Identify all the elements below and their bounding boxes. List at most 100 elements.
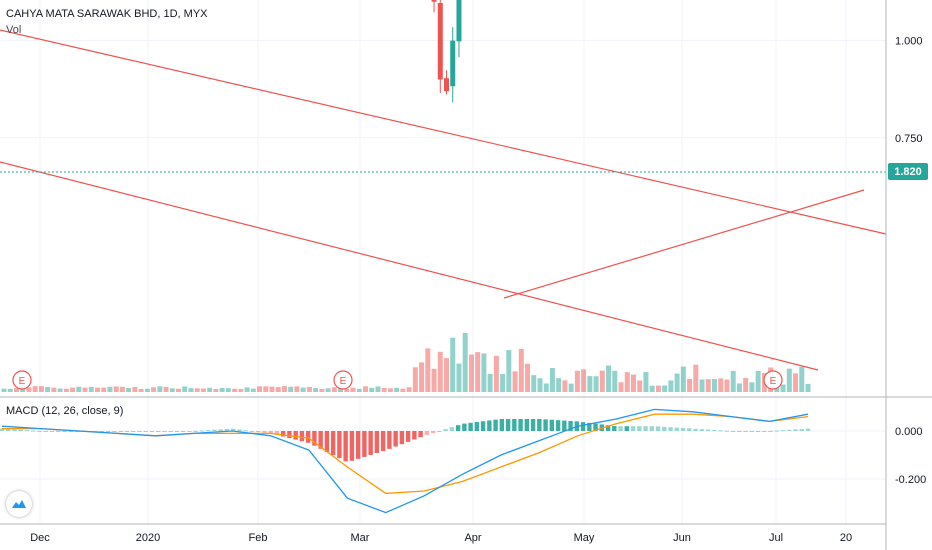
candle-body [444,78,450,92]
volume-bar [406,387,412,392]
macd-tick-label: 0.000 [895,426,923,438]
volume-bar [20,387,26,392]
macd-histogram-bar [455,425,461,431]
macd-histogram-bar [318,431,323,449]
macd-histogram-bar [293,431,298,440]
last-price-label: 1.820 [888,163,928,180]
earnings-marker-icon[interactable]: E [12,370,32,390]
volume-bar [687,378,693,392]
grid [0,0,886,524]
volume-bar [250,388,256,392]
volume-bar [568,383,574,392]
volume-bar [468,354,474,392]
macd-histogram-bar [449,427,455,431]
macd-tick-label: -0.200 [895,474,926,486]
macd-histogram-bar [730,431,736,432]
volume-bar [419,362,425,392]
signal-line [2,413,809,495]
earnings-marker-icon[interactable]: E [763,370,783,390]
macd-histogram-bar [418,431,423,438]
candle-body [431,0,437,2]
macd-histogram-bar [137,431,142,432]
macd-histogram-bar [343,431,348,462]
volume-bar [257,386,263,392]
macd-histogram-bar [718,430,723,432]
macd-histogram-bar [187,431,192,432]
macd-histogram-bar [355,431,361,459]
volume-bar [82,387,88,392]
volume-bar [693,364,699,392]
macd-histogram-bar [737,431,742,432]
earnings-marker-icon[interactable]: E [333,370,353,390]
macd-histogram-bar [349,431,355,461]
macd-histogram-bar [712,429,717,431]
macd-histogram-bar [324,431,330,452]
macd-histogram-bar [655,426,661,431]
macd-label: MACD (12, 26, close, 9) [6,405,124,417]
macd-histogram-bar [755,431,761,432]
volume-bar [431,368,437,392]
price-tick-label: 0.750 [895,133,923,145]
macd-histogram-bar [412,431,417,440]
volume-bar [525,363,531,392]
volume-bar [606,365,612,392]
macd-histogram-bar [480,421,486,431]
macd-histogram-bar [762,431,767,432]
volume-bar [94,387,100,392]
macd-histogram-bar [643,426,648,431]
svg-text:E: E [770,376,777,387]
macd-axis-labels: 0.000 -0.200 [895,426,926,486]
macd-histogram-bar [193,430,198,432]
volume-bar [119,386,125,392]
tradingview-logo-icon[interactable] [6,491,32,517]
macd-histogram-bar [649,426,654,431]
volume-bar [1,388,7,392]
volume-bar [630,374,636,392]
svg-text:E: E [340,376,347,387]
volume-label: Vol [6,24,22,36]
macd-histogram-bar [487,420,492,431]
volume-bar [674,373,680,392]
chart-title: CAHYA MATA SARAWAK BHD, 1D, MYX [6,8,208,20]
volume-bar [512,371,518,392]
macd-histogram-bar [443,429,448,431]
macd-histogram-bar [49,431,55,432]
volume-bar [238,388,244,392]
lower-trendline [0,161,819,371]
macd-histogram-bar [693,428,698,431]
macd-histogram-bar [274,431,280,435]
volume-bar [493,355,499,392]
volume-bar [518,348,524,392]
volume-bar [749,382,755,392]
time-tick-label: Jul [769,532,783,544]
volume-bar [593,376,599,392]
volume-bar [144,388,150,392]
macd-histogram-bar [437,431,442,432]
volume-bar [188,388,194,392]
volume-bar [562,380,568,392]
volume-bar [543,383,549,392]
trendlines [0,29,887,371]
volume-bar [76,386,82,392]
volume-bar [793,373,799,392]
macd-histogram-bar [268,431,273,434]
macd-histogram-bar [593,423,598,431]
volume-bar [425,348,431,392]
macd-histogram-bar [212,429,217,431]
price-tick-label: 1.000 [895,36,923,48]
volume-bar [107,386,113,392]
macd-histogram-bar [199,430,205,432]
volume-bar [300,387,306,392]
macd-histogram-bar [287,431,292,439]
time-tick-label: Dec [30,532,50,544]
macd-histogram-bar [337,431,342,459]
volume-bar [63,388,69,392]
volume-bar [655,385,661,392]
candle-body [456,0,462,42]
macd-histogram-bar [562,420,567,431]
macd-histogram-bar [205,430,211,432]
macd-histogram-bar [705,429,711,431]
time-tick-label: Feb [249,532,268,544]
